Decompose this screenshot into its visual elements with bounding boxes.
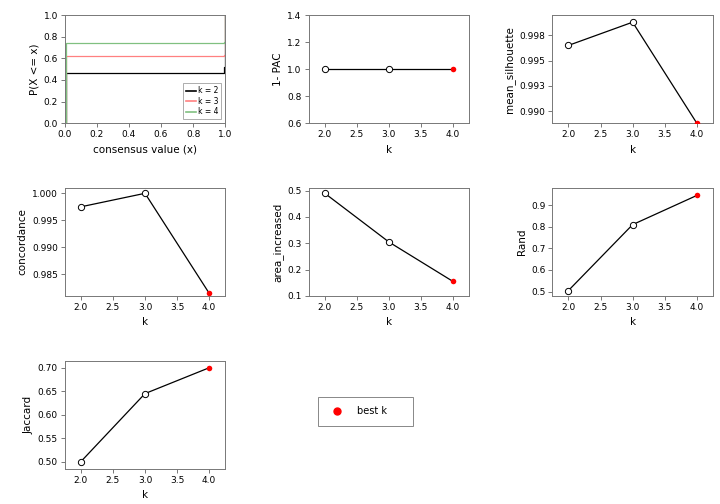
X-axis label: consensus value (x): consensus value (x)	[93, 145, 197, 155]
Y-axis label: P(X <= x): P(X <= x)	[30, 43, 40, 95]
Y-axis label: concordance: concordance	[18, 209, 28, 275]
Y-axis label: Rand: Rand	[517, 229, 527, 255]
X-axis label: k: k	[142, 490, 148, 500]
FancyBboxPatch shape	[318, 398, 413, 425]
Y-axis label: mean_silhouette: mean_silhouette	[505, 26, 516, 112]
Text: best k: best k	[356, 407, 387, 416]
X-axis label: k: k	[142, 318, 148, 328]
X-axis label: k: k	[629, 318, 636, 328]
Y-axis label: Jaccard: Jaccard	[24, 396, 34, 434]
X-axis label: k: k	[386, 318, 392, 328]
X-axis label: k: k	[629, 145, 636, 155]
Legend: k = 2, k = 3, k = 4: k = 2, k = 3, k = 4	[184, 83, 221, 119]
Y-axis label: area_increased: area_increased	[272, 202, 283, 282]
Y-axis label: 1- PAC: 1- PAC	[273, 52, 283, 86]
X-axis label: k: k	[386, 145, 392, 155]
